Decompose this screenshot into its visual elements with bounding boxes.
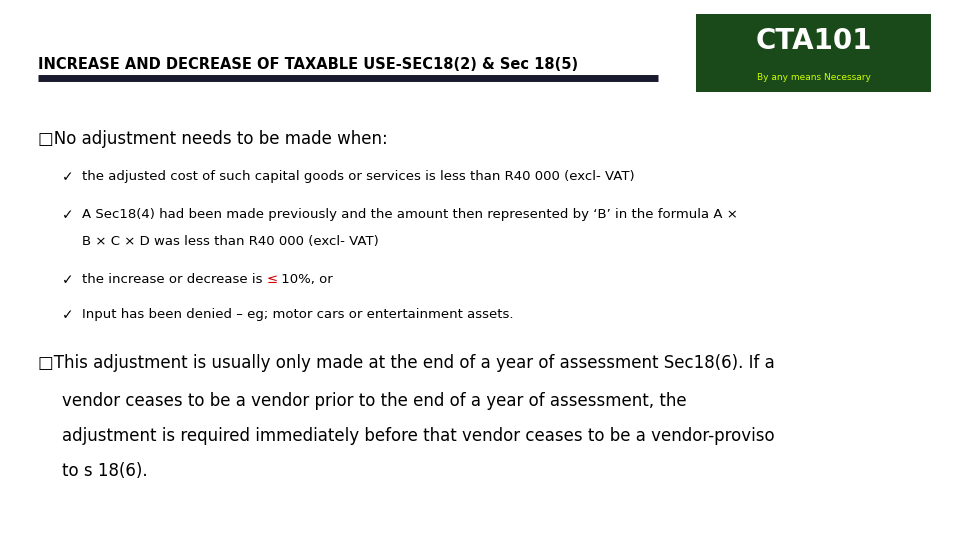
Text: ✓: ✓ (62, 308, 74, 322)
Text: CTA101: CTA101 (756, 27, 872, 55)
Text: the increase or decrease is: the increase or decrease is (82, 273, 266, 286)
Text: the adjusted cost of such capital goods or services is less than R40 000 (excl- : the adjusted cost of such capital goods … (82, 170, 635, 183)
Text: Input has been denied – eg; motor cars or entertainment assets.: Input has been denied – eg; motor cars o… (82, 308, 513, 321)
Text: 10%, or: 10%, or (277, 273, 333, 286)
Text: □No adjustment needs to be made when:: □No adjustment needs to be made when: (38, 130, 388, 147)
Text: INCREASE AND DECREASE OF TAXABLE USE-SEC18(2) & Sec 18(5): INCREASE AND DECREASE OF TAXABLE USE-SEC… (38, 57, 579, 72)
Text: ✓: ✓ (62, 273, 74, 287)
Text: adjustment is required immediately before that vendor ceases to be a vendor-prov: adjustment is required immediately befor… (62, 427, 775, 444)
Text: ≤: ≤ (266, 273, 277, 286)
Text: to s 18(6).: to s 18(6). (62, 462, 148, 480)
Text: B × C × D was less than R40 000 (excl- VAT): B × C × D was less than R40 000 (excl- V… (82, 235, 378, 248)
Text: □This adjustment is usually only made at the end of a year of assessment Sec18(6: □This adjustment is usually only made at… (38, 354, 775, 372)
Text: By any means Necessary: By any means Necessary (756, 73, 871, 82)
Text: ✓: ✓ (62, 208, 74, 222)
Text: ✓: ✓ (62, 170, 74, 184)
FancyBboxPatch shape (696, 14, 931, 92)
Text: vendor ceases to be a vendor prior to the end of a year of assessment, the: vendor ceases to be a vendor prior to th… (62, 392, 687, 409)
Text: A Sec18(4) had been made previously and the amount then represented by ‘B’ in th: A Sec18(4) had been made previously and … (82, 208, 737, 221)
